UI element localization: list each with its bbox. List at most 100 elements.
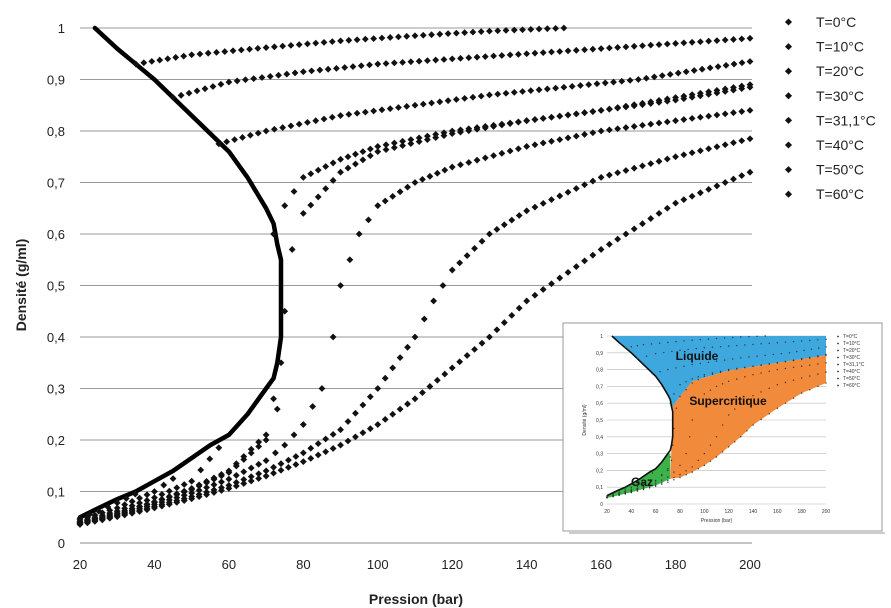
data-point xyxy=(420,315,428,323)
data-point xyxy=(374,385,382,392)
legend-marker xyxy=(784,18,793,26)
inset-point xyxy=(642,344,645,346)
data-point xyxy=(493,326,501,334)
data-point xyxy=(439,282,447,289)
data-point xyxy=(471,345,478,353)
data-point xyxy=(605,126,613,134)
inset-point xyxy=(679,476,681,479)
y-tick-label: 0,7 xyxy=(47,176,65,191)
data-point xyxy=(523,297,531,305)
inset-point xyxy=(685,389,687,391)
inset-legend-marker xyxy=(837,335,839,338)
inset-point xyxy=(624,489,626,491)
data-point xyxy=(287,41,295,49)
data-point xyxy=(424,57,431,65)
data-point xyxy=(160,481,168,489)
x-tick-label: 200 xyxy=(739,557,761,572)
data-point xyxy=(746,135,754,143)
data-point xyxy=(359,148,367,155)
inset-point xyxy=(636,485,639,488)
data-point xyxy=(277,359,285,367)
inset-point xyxy=(612,495,614,498)
data-point xyxy=(448,55,456,63)
data-point xyxy=(589,45,597,53)
inset-point xyxy=(760,391,762,393)
inset-y-tick-label: 0,1 xyxy=(596,485,603,491)
data-point xyxy=(622,124,630,131)
data-point xyxy=(535,86,543,94)
data-point xyxy=(173,499,181,506)
inset-point xyxy=(651,373,654,375)
data-point xyxy=(366,145,374,153)
data-point xyxy=(165,500,173,508)
inset-point xyxy=(673,393,675,395)
data-point xyxy=(560,24,568,32)
data-point xyxy=(539,199,547,207)
inset-point xyxy=(667,468,669,470)
data-point xyxy=(328,113,336,121)
inset-point xyxy=(697,468,699,470)
inset-point xyxy=(659,342,661,344)
data-point xyxy=(232,479,240,486)
data-point xyxy=(344,418,352,425)
data-point xyxy=(444,97,452,105)
inset-x-tick-label: 160 xyxy=(773,509,782,515)
data-point xyxy=(128,497,136,505)
data-point xyxy=(143,496,151,504)
legend-item: T=30°C xyxy=(784,88,864,104)
data-point xyxy=(531,49,539,57)
data-point xyxy=(389,410,397,418)
x-tick-label: 180 xyxy=(665,557,687,572)
inset-point xyxy=(800,358,803,361)
inset-point xyxy=(825,382,827,384)
inset-point xyxy=(673,471,675,473)
inset-point xyxy=(630,486,633,488)
data-point xyxy=(148,58,156,65)
inset-legend-marker xyxy=(837,384,839,387)
data-point xyxy=(353,36,361,44)
data-point xyxy=(713,89,721,97)
data-point xyxy=(407,58,415,66)
inset-y-tick-label: 0,2 xyxy=(596,468,603,474)
data-point xyxy=(177,91,185,99)
inset-point xyxy=(800,377,803,379)
data-point xyxy=(539,49,547,56)
supercritical-region xyxy=(670,355,826,479)
data-point xyxy=(730,86,737,94)
inset-point xyxy=(672,444,674,446)
inset-point xyxy=(776,342,779,344)
inset-point xyxy=(685,381,687,383)
data-point xyxy=(564,47,572,55)
data-point xyxy=(523,50,531,58)
data-point xyxy=(738,108,746,115)
inset-y-tick-label: 0,9 xyxy=(596,351,603,357)
inset-legend-marker xyxy=(837,377,839,380)
inset-point xyxy=(671,350,673,353)
inset-point xyxy=(659,371,661,373)
data-point xyxy=(552,24,560,32)
data-point xyxy=(498,149,506,157)
inset-point xyxy=(703,375,706,378)
data-point xyxy=(486,91,493,99)
data-point xyxy=(283,70,291,78)
data-point xyxy=(281,202,289,210)
inset-point xyxy=(667,481,669,483)
inset-point xyxy=(650,343,653,345)
inset-point xyxy=(642,487,645,489)
inset-point xyxy=(740,336,742,338)
data-point xyxy=(262,44,270,51)
data-point xyxy=(690,67,698,74)
inset-point xyxy=(809,357,811,359)
data-point xyxy=(374,202,382,210)
data-point xyxy=(552,84,560,92)
inset-point xyxy=(768,413,770,415)
data-point xyxy=(481,154,489,162)
data-point xyxy=(279,42,287,50)
data-point xyxy=(169,475,177,483)
data-point xyxy=(634,76,642,83)
y-tick-label: 0,8 xyxy=(47,124,65,139)
legend-label: T=10°C xyxy=(816,39,864,55)
inset-point xyxy=(752,394,754,397)
data-point xyxy=(622,103,630,111)
data-point xyxy=(548,196,555,204)
